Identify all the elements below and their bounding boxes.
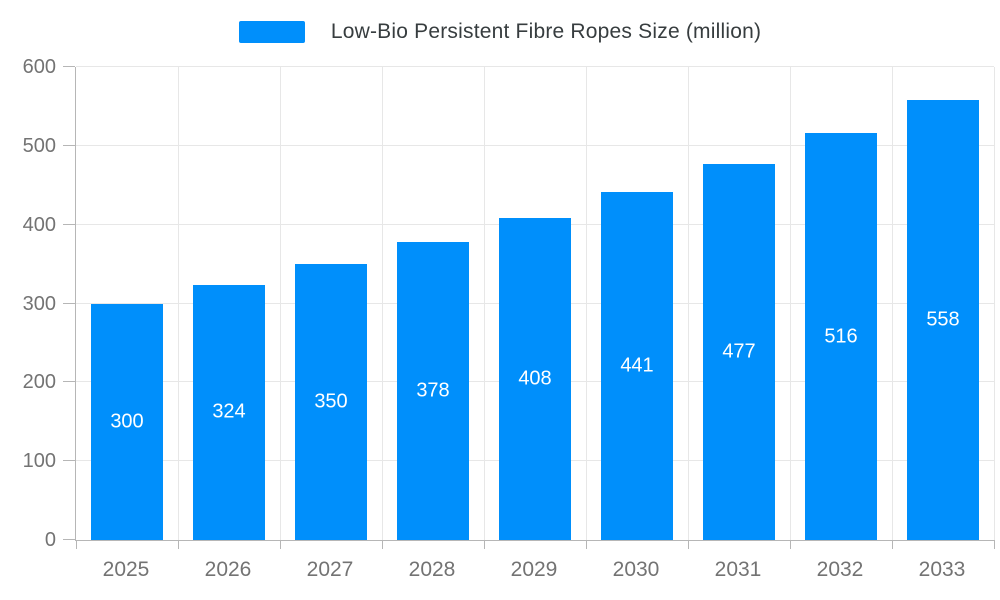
- y-tick-label: 0: [44, 529, 56, 551]
- bar-cell: 408: [484, 67, 586, 540]
- legend-label: Low-Bio Persistent Fibre Ropes Size (mil…: [330, 20, 762, 43]
- y-tick-label: 500: [22, 134, 56, 157]
- y-axis-tick: [63, 223, 75, 225]
- bar-value-label: 324: [212, 400, 246, 423]
- y-axis-tick: [63, 144, 75, 146]
- x-axis-tick: [280, 540, 281, 549]
- x-tick-label: 2026: [204, 558, 252, 581]
- bar-value-label: 378: [416, 379, 450, 402]
- y-axis-tick: [63, 381, 75, 383]
- x-axis-tick: [76, 540, 77, 549]
- bar-cell: 324: [178, 67, 280, 540]
- x-axis-tick: [687, 540, 689, 549]
- bar-cell: 477: [688, 67, 790, 540]
- y-axis-tick: [63, 66, 75, 67]
- y-tick-label: 600: [22, 56, 56, 78]
- bar[interactable]: 558: [907, 100, 979, 540]
- x-axis-tick: [178, 540, 179, 549]
- x-tick-label: 2027: [306, 558, 354, 581]
- bar[interactable]: 300: [91, 303, 163, 540]
- bar-value-label: 441: [620, 354, 654, 377]
- grid-line-y: [76, 144, 994, 146]
- bar[interactable]: 350: [295, 264, 367, 540]
- x-tick-label: 2031: [714, 558, 762, 581]
- bar[interactable]: 441: [601, 192, 673, 540]
- bar-cell: 300: [76, 67, 178, 540]
- x-tick-label: 2030: [612, 558, 660, 581]
- x-axis-tick: [790, 540, 791, 549]
- grid-line-x: [280, 67, 281, 540]
- grid-line-x: [178, 67, 179, 540]
- x-axis-labels: 2025 2026 2027 2028 2029 2030 2031 2032 2033: [75, 558, 993, 582]
- y-axis-tick: [63, 460, 75, 462]
- grid-line-x: [586, 67, 587, 540]
- x-axis-tick: [586, 540, 587, 549]
- grid-line-x: [381, 67, 383, 540]
- grid-line-x: [484, 67, 485, 540]
- bar[interactable]: 477: [703, 163, 775, 540]
- bar-cell: 350: [280, 67, 382, 540]
- plot-area: 300 324 350 378 408 441 477 516 558: [63, 66, 995, 549]
- y-tick-label: 200: [22, 371, 56, 394]
- x-tick-label: 2028: [408, 558, 456, 581]
- bar-cell: 378: [382, 67, 484, 540]
- grid-line-x: [790, 67, 791, 540]
- bar[interactable]: 324: [193, 284, 265, 540]
- x-tick-label: 2029: [510, 558, 558, 581]
- grid-line-x: [994, 67, 995, 540]
- y-axis-labels: 0 100 200 300 400 500 600: [0, 56, 56, 551]
- x-axis-tick: [484, 540, 485, 549]
- grid-line-x: [687, 67, 689, 540]
- y-tick-label: 300: [22, 292, 56, 315]
- bar-value-label: 477: [722, 340, 756, 363]
- grid-line-x: [892, 67, 893, 540]
- x-axis-tick: [994, 540, 995, 549]
- x-tick-label: 2032: [816, 558, 864, 581]
- bar-value-label: 516: [824, 325, 858, 348]
- bar-value-label: 350: [314, 390, 348, 413]
- y-tick-label: 100: [22, 450, 56, 473]
- y-axis-tick: [63, 539, 75, 540]
- bar-cell: 441: [586, 67, 688, 540]
- x-axis-tick: [892, 540, 893, 549]
- bar-cell: 558: [892, 67, 994, 540]
- x-tick-label: 2025: [102, 558, 150, 581]
- bar[interactable]: 516: [805, 133, 877, 540]
- bar[interactable]: 378: [397, 242, 469, 540]
- bars-row: 300 324 350 378 408 441 477 516 558: [76, 67, 994, 540]
- legend-swatch-icon: [238, 21, 305, 43]
- chart-legend[interactable]: Low-Bio Persistent Fibre Ropes Size (mil…: [0, 14, 1000, 50]
- x-axis-tick: [381, 540, 383, 549]
- bar-value-label: 558: [926, 308, 960, 331]
- x-tick-label: 2033: [918, 558, 966, 581]
- y-axis-tick: [63, 302, 75, 304]
- y-tick-label: 400: [22, 213, 56, 236]
- bar-value-label: 408: [518, 367, 552, 390]
- bar-cell: 516: [790, 67, 892, 540]
- grid-line-y: [76, 66, 994, 67]
- bar[interactable]: 408: [499, 218, 571, 540]
- bar-value-label: 300: [110, 410, 144, 433]
